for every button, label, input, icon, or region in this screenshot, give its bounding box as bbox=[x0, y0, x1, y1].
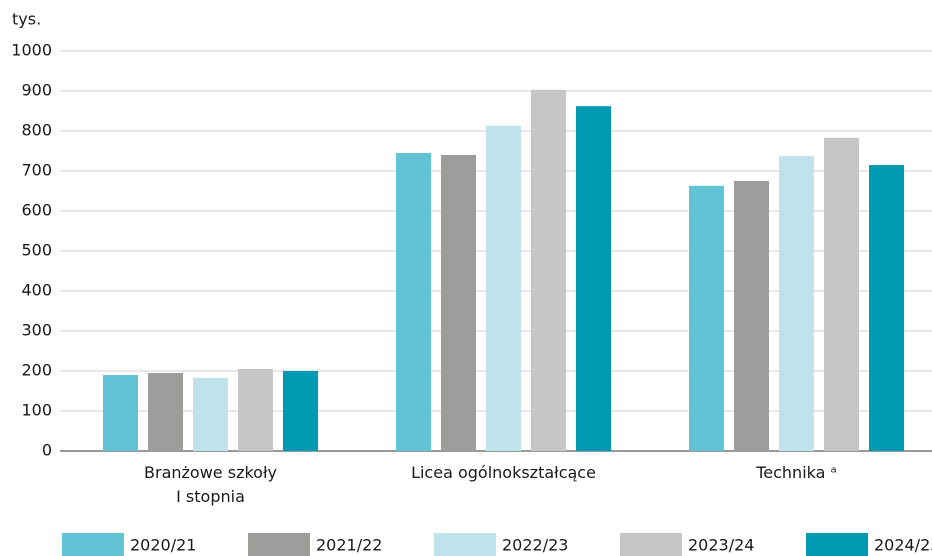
y-tick-label: 400 bbox=[21, 281, 52, 300]
y-tick-label: 300 bbox=[21, 321, 52, 340]
bar bbox=[486, 125, 521, 452]
bar bbox=[734, 181, 769, 451]
bar bbox=[148, 373, 183, 451]
bar bbox=[824, 137, 859, 452]
legend-swatch bbox=[806, 533, 868, 556]
bar bbox=[869, 165, 904, 451]
y-tick-label: 500 bbox=[21, 241, 52, 260]
bar bbox=[441, 155, 476, 451]
bar bbox=[103, 375, 138, 451]
legend-label: 2020/21 bbox=[130, 536, 196, 555]
legend-swatch bbox=[620, 533, 682, 556]
bar bbox=[396, 153, 431, 451]
legend-label: 2021/22 bbox=[316, 536, 382, 555]
y-tick-label: 700 bbox=[21, 161, 52, 180]
y-tick-label: 800 bbox=[21, 121, 52, 140]
legend-swatch bbox=[248, 533, 310, 556]
legend-label: 2023/24 bbox=[688, 536, 754, 555]
y-tick-label: 900 bbox=[21, 81, 52, 100]
bar bbox=[193, 377, 228, 451]
legend-swatch bbox=[62, 533, 124, 556]
y-tick-label: 100 bbox=[21, 401, 52, 420]
x-tick-label: Branżowe szkoły I stopnia bbox=[144, 463, 277, 506]
bar bbox=[238, 369, 273, 451]
bar bbox=[576, 106, 611, 451]
legend-swatch bbox=[434, 533, 496, 556]
y-tick-label: 1000 bbox=[11, 41, 52, 60]
y-tick-label: 0 bbox=[42, 441, 52, 460]
y-axis-unit: tys. bbox=[12, 10, 41, 29]
bar bbox=[689, 185, 724, 452]
legend-label: 2024/25 bbox=[874, 536, 932, 555]
x-tick-label: Licea ogólnokształcące bbox=[411, 463, 596, 482]
legend-label: 2022/23 bbox=[502, 536, 568, 555]
bar bbox=[531, 89, 566, 452]
bar bbox=[779, 156, 814, 451]
bar bbox=[283, 371, 318, 451]
y-tick-label: 600 bbox=[21, 201, 52, 220]
x-tick-label: Technika ᵃ bbox=[755, 463, 837, 482]
y-tick-label: 200 bbox=[21, 361, 52, 380]
